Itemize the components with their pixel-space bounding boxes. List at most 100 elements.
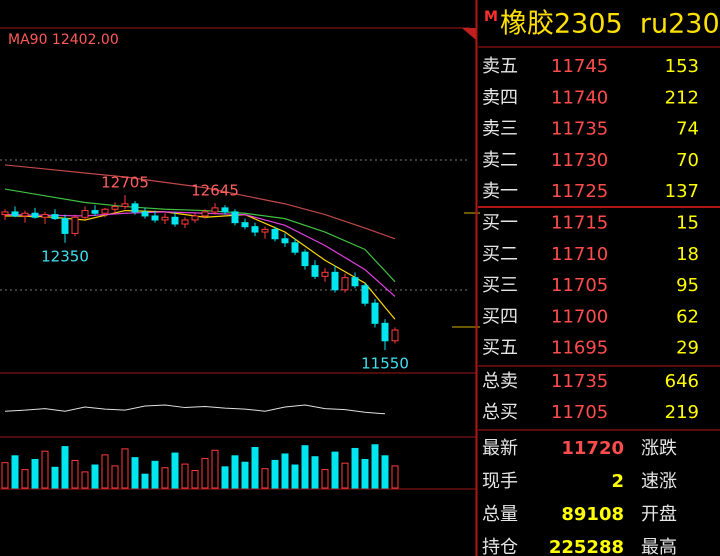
candle-body xyxy=(251,226,259,233)
volume-bar xyxy=(131,457,139,489)
volume-bar xyxy=(221,466,229,489)
volume-bar xyxy=(281,453,289,489)
candle-body xyxy=(301,251,309,267)
candle-body xyxy=(101,208,109,214)
row-label: 卖三 xyxy=(482,119,518,140)
candle-body xyxy=(361,285,369,304)
candle-body xyxy=(91,210,99,214)
volume-bar xyxy=(371,444,379,489)
row-price: 11700 xyxy=(551,306,608,327)
candle-body xyxy=(201,211,209,217)
volume-bar xyxy=(71,459,79,489)
volume-bar xyxy=(381,455,389,489)
stat-value: 2 xyxy=(611,471,624,492)
candle-body xyxy=(381,322,389,342)
volume-bar xyxy=(81,471,89,489)
candle-body xyxy=(311,265,319,277)
row-price: 11705 xyxy=(551,402,608,423)
volume-bar xyxy=(331,451,339,489)
candle-body xyxy=(21,212,29,217)
candle-body xyxy=(191,215,199,221)
row-price: 11705 xyxy=(551,275,608,296)
price-annotation: 12645 xyxy=(191,182,239,200)
row-price: 11730 xyxy=(551,150,608,171)
candle-body xyxy=(221,207,229,213)
candle-body xyxy=(341,277,349,291)
volume-bar xyxy=(391,465,399,489)
candle-body xyxy=(51,214,59,220)
volume-bar xyxy=(151,460,159,489)
row-label: 买二 xyxy=(482,244,518,265)
stat-side-label: 速涨 xyxy=(641,471,677,492)
candle-body xyxy=(331,271,339,291)
candle-body xyxy=(351,277,359,287)
volume-bar xyxy=(231,455,239,489)
row-volume: 62 xyxy=(676,306,699,327)
candle-body xyxy=(241,222,249,228)
volume-bar xyxy=(251,447,259,489)
row-price: 11735 xyxy=(551,119,608,140)
candle-body xyxy=(151,215,159,221)
candle-body xyxy=(271,228,279,240)
candle-body xyxy=(171,216,179,225)
title: 橡胶2305 ru230 xyxy=(500,9,720,40)
candle-body xyxy=(1,211,9,216)
price-annotation: 12350 xyxy=(41,247,89,265)
row-label: 买四 xyxy=(482,306,518,327)
row-label: 卖五 xyxy=(482,56,518,77)
volume-bar xyxy=(141,473,149,489)
row-label: 卖一 xyxy=(482,181,518,202)
candle-body xyxy=(141,211,149,217)
row-label: 总买 xyxy=(482,402,518,423)
row-label: 买五 xyxy=(482,338,518,359)
row-label: 卖四 xyxy=(482,87,518,108)
stat-value: 89108 xyxy=(561,504,624,525)
row-volume: 74 xyxy=(676,119,699,140)
volume-bar xyxy=(201,458,209,489)
candle-body xyxy=(391,329,399,342)
row-price: 11740 xyxy=(551,87,608,108)
badge: M xyxy=(484,9,498,25)
price-annotation: 12705 xyxy=(101,174,149,192)
stat-side-label: 最高 xyxy=(641,537,677,556)
volume-bar xyxy=(61,446,69,489)
row-volume: 70 xyxy=(676,150,699,171)
stat-side-label: 开盘 xyxy=(641,504,677,525)
candle-body xyxy=(121,203,129,208)
volume-bar xyxy=(261,468,269,489)
volume-bar xyxy=(271,459,279,489)
candle-body xyxy=(181,219,189,225)
candle-body xyxy=(321,271,329,277)
row-label: 卖二 xyxy=(482,150,518,171)
row-price: 11715 xyxy=(551,213,608,234)
ma-line xyxy=(4,188,396,283)
volume-bar xyxy=(111,465,119,489)
volume-bar xyxy=(321,469,329,489)
candle-body xyxy=(131,203,139,213)
volume-bar xyxy=(291,464,299,489)
row-volume: 212 xyxy=(665,87,699,108)
candle-body xyxy=(61,218,69,234)
volume-bar xyxy=(301,445,309,489)
row-volume: 137 xyxy=(665,181,699,202)
stat-value: 11720 xyxy=(561,438,624,459)
row-label: 买三 xyxy=(482,275,518,296)
volume-bar xyxy=(211,449,219,489)
candle-body xyxy=(281,238,289,244)
volume-bar xyxy=(361,458,369,489)
volume-bar xyxy=(21,469,29,489)
candle-body xyxy=(11,211,19,217)
row-volume: 219 xyxy=(665,402,699,423)
row-volume: 15 xyxy=(676,213,699,234)
candle-body xyxy=(161,216,169,221)
volume-bar xyxy=(241,461,249,489)
row-price: 11710 xyxy=(551,244,608,265)
ma-line xyxy=(4,164,396,240)
candle-body xyxy=(71,216,79,234)
candle-body xyxy=(231,211,239,224)
stat-side-label: 涨跌 xyxy=(641,438,677,459)
volume-bar xyxy=(101,454,109,489)
indicator-line xyxy=(4,404,386,415)
row-volume: 29 xyxy=(676,338,699,359)
